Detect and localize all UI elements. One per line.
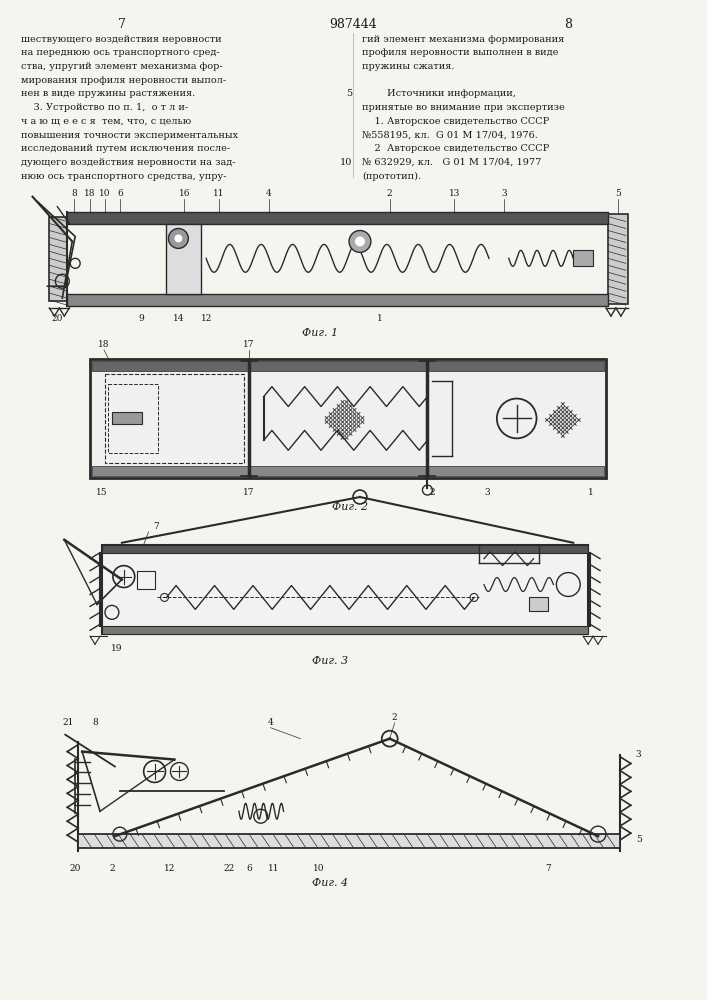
Text: 15: 15 [96, 488, 107, 497]
Text: 2: 2 [392, 713, 397, 722]
Text: 6: 6 [246, 864, 252, 873]
Text: 16: 16 [179, 189, 190, 198]
Bar [49, 217, 67, 301]
Text: 2: 2 [387, 189, 392, 198]
Text: 3: 3 [484, 488, 490, 497]
Bar [92, 361, 604, 371]
Text: ства, упругий элемент механизма фор-: ства, упругий элемент механизма фор- [21, 62, 222, 71]
Text: 17: 17 [243, 340, 255, 349]
Text: 2  Авторское свидетельство СССР: 2 Авторское свидетельство СССР [362, 144, 549, 153]
Bar [105, 374, 244, 463]
Circle shape [349, 231, 371, 252]
Text: 10: 10 [339, 158, 352, 167]
Text: №558195, кл.  G 01 M 17/04, 1976.: №558195, кл. G 01 M 17/04, 1976. [362, 131, 538, 140]
Text: повышения точности экспериментальных: повышения точности экспериментальных [21, 131, 238, 140]
Text: 8: 8 [92, 718, 98, 727]
Bar [573, 250, 593, 266]
Text: 5: 5 [615, 189, 621, 198]
Text: 5: 5 [346, 89, 352, 98]
Text: 5: 5 [636, 835, 642, 844]
Text: 3: 3 [501, 189, 507, 198]
Bar [529, 597, 549, 611]
Text: гий элемент механизма формирования: гий элемент механизма формирования [362, 35, 564, 44]
Text: 20: 20 [52, 314, 63, 323]
Text: 19: 19 [111, 644, 122, 653]
Text: 4: 4 [268, 718, 274, 727]
Text: Фиг. 3: Фиг. 3 [312, 656, 349, 666]
Bar [92, 466, 604, 476]
Text: 8: 8 [71, 189, 77, 198]
Text: 1. Авторское свидетельство СССР: 1. Авторское свидетельство СССР [362, 117, 549, 126]
Text: на переднюю ось транспортного сред-: на переднюю ось транспортного сред- [21, 48, 219, 57]
Circle shape [355, 236, 365, 246]
Text: 12: 12 [164, 864, 175, 873]
Text: 6: 6 [117, 189, 123, 198]
Text: 7: 7 [118, 18, 126, 31]
Text: 1: 1 [588, 488, 594, 497]
Text: № 632929, кл.   G 01 M 17/04, 1977: № 632929, кл. G 01 M 17/04, 1977 [362, 158, 542, 167]
Text: 11: 11 [214, 189, 225, 198]
Bar [112, 412, 141, 424]
Text: принятые во внимание при экспертизе: принятые во внимание при экспертизе [362, 103, 565, 112]
Text: Источники информации,: Источники информации, [362, 89, 516, 98]
Text: шествующего воздействия неровности: шествующего воздействия неровности [21, 35, 221, 44]
Text: Фиг. 1: Фиг. 1 [302, 328, 339, 338]
Bar [90, 359, 606, 478]
Text: Фиг. 4: Фиг. 4 [312, 878, 349, 888]
Bar [102, 545, 588, 634]
Bar [67, 294, 608, 306]
Text: Фиг. 2: Фиг. 2 [332, 502, 368, 512]
Text: мирования профиля неровности выпол-: мирования профиля неровности выпол- [21, 76, 226, 85]
Text: 1: 1 [377, 314, 382, 323]
Text: 7: 7 [546, 864, 551, 873]
Bar [166, 224, 201, 294]
Text: (прототип).: (прототип). [362, 172, 421, 181]
Text: 18: 18 [84, 189, 96, 198]
Text: 3. Устройство по п. 1,  о т л и-: 3. Устройство по п. 1, о т л и- [21, 103, 188, 112]
Text: 2: 2 [109, 864, 115, 873]
Circle shape [168, 229, 188, 248]
Bar [102, 545, 588, 553]
Bar [102, 626, 588, 634]
Bar [136, 571, 155, 589]
Text: 12: 12 [201, 314, 212, 323]
Text: нюю ось транспортного средства, упру-: нюю ось транспортного средства, упру- [21, 172, 226, 181]
Text: ч а ю щ е е с я  тем, что, с целью: ч а ю щ е е с я тем, что, с целью [21, 117, 191, 126]
Text: 10: 10 [312, 864, 324, 873]
Text: 9: 9 [139, 314, 144, 323]
Bar [67, 212, 608, 224]
Circle shape [175, 234, 182, 242]
Text: 4: 4 [266, 189, 271, 198]
Text: 20: 20 [69, 864, 81, 873]
Text: исследований путем исключения после-: исследований путем исключения после- [21, 144, 230, 153]
Text: 10: 10 [99, 189, 111, 198]
Bar [608, 214, 628, 304]
Text: 7: 7 [153, 522, 160, 531]
Text: 21: 21 [63, 718, 74, 727]
Text: пружины сжатия.: пружины сжатия. [362, 62, 455, 71]
Text: 8: 8 [564, 18, 572, 31]
Text: профиля неровности выполнен в виде: профиля неровности выполнен в виде [362, 48, 559, 57]
Bar [78, 834, 620, 848]
Text: нен в виде пружины растяжения.: нен в виде пружины растяжения. [21, 89, 195, 98]
Text: 18: 18 [98, 340, 110, 349]
Bar [108, 384, 158, 453]
Text: 13: 13 [448, 189, 460, 198]
Text: 3: 3 [636, 750, 641, 759]
Text: 987444: 987444 [329, 18, 377, 31]
Text: 11: 11 [268, 864, 279, 873]
Text: 17: 17 [243, 488, 255, 497]
Text: 2: 2 [430, 488, 436, 497]
Text: 14: 14 [173, 314, 184, 323]
Text: дующего воздействия неровности на зад-: дующего воздействия неровности на зад- [21, 158, 235, 167]
Text: 22: 22 [223, 864, 235, 873]
